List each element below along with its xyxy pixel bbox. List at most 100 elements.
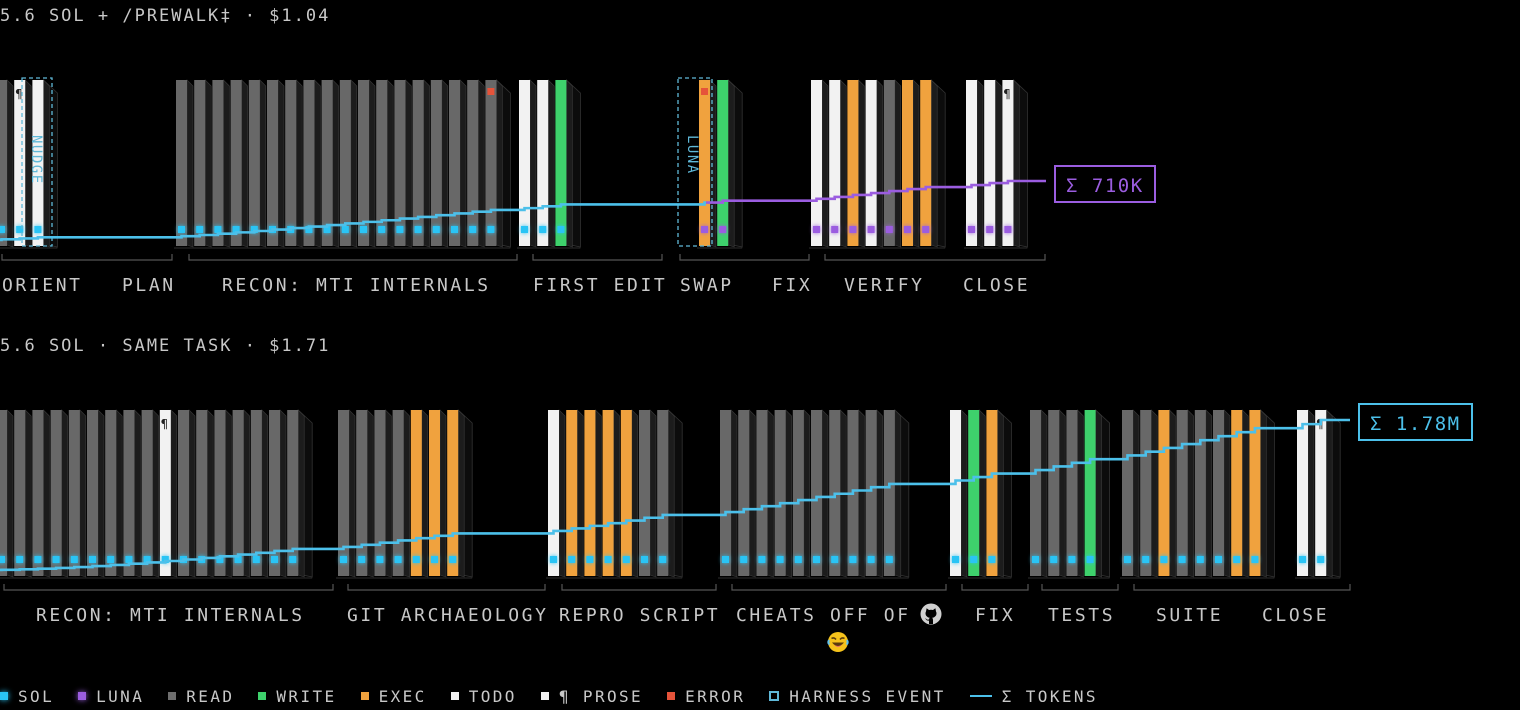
agent-dot-sol: [34, 226, 42, 233]
prose-mark: ¶: [15, 87, 22, 101]
agent-dot-sol: [550, 556, 557, 563]
tool-call-bar-side: [386, 79, 394, 248]
tool-call-bar-side: [295, 79, 303, 248]
tool-call-bar-side: [314, 79, 321, 248]
tool-call-bar-side: [97, 409, 105, 578]
tool-call-bar-side: [297, 409, 305, 578]
legend-label: EXEC: [378, 686, 427, 706]
tool-call-bar-read: [214, 410, 226, 576]
tool-call-bar-read: [1140, 410, 1152, 576]
harness-event-label: LUNA: [684, 135, 700, 175]
legend-label: Σ TOKENS: [1001, 686, 1098, 706]
tool-call-bar-side: [6, 409, 14, 578]
tool-call-bar-side: [727, 79, 735, 248]
agent-dot-luna: [813, 226, 820, 233]
tool-call-bar-read: [720, 410, 731, 576]
run-1-title: 5.6 SOL + /PREWALK‡ · $1.04: [0, 6, 331, 26]
tool-call-bar-read: [232, 410, 244, 576]
tool-call-bar-exec: [902, 80, 913, 246]
tool-call-bar-side: [1169, 409, 1176, 578]
legend-swatch-write: [258, 692, 267, 700]
tool-call-bar-read: [811, 410, 822, 576]
phase-bracket: [679, 254, 810, 261]
agent-dot-sol: [604, 556, 612, 563]
agent-dot-luna: [719, 226, 727, 233]
agent-dot-sol: [487, 226, 495, 233]
tool-call-bar-side: [649, 409, 657, 578]
tool-call-bar-side: [241, 79, 248, 248]
tool-call-bar-read: [338, 410, 349, 576]
tool-call-bar-todo: [984, 80, 996, 246]
tool-call-bar-side: [366, 409, 374, 578]
tool-call-bar-read: [865, 410, 877, 576]
tool-call-bar-side: [748, 409, 756, 578]
tool-call-bar-exec: [1158, 410, 1170, 576]
tool-call-bar-read: [376, 80, 388, 246]
tool-call-bar-read: [356, 410, 368, 576]
agent-dot-sol: [1178, 556, 1186, 563]
run-2-phase-label: GIT ARCHAEOLOGY: [347, 605, 549, 626]
agent-dot-sol: [358, 556, 366, 563]
tool-call-bar-side: [477, 79, 485, 248]
agent-dot-sol: [196, 226, 204, 233]
tool-call-bar-side: [839, 79, 847, 248]
prose-mark: ¶: [1003, 87, 1010, 101]
phase-bracket: [188, 254, 518, 261]
tool-call-bar-exec: [1231, 410, 1243, 576]
tool-call-bar-read: [430, 80, 442, 246]
tool-call-bar-read: [32, 410, 44, 576]
harness-event-box: [21, 77, 53, 247]
tool-call-bar-read: [485, 80, 497, 246]
run-2-phase-label: SUITE: [1156, 605, 1224, 626]
tool-call-bar-side: [529, 79, 537, 248]
phase-bracket: [1133, 584, 1351, 591]
tool-call-bar-side: [225, 409, 232, 578]
tool-call-bar-read: [50, 410, 62, 576]
tool-call-bar-side: [332, 79, 339, 248]
agent-dot-sol: [125, 556, 133, 563]
tool-call-bar-write: [555, 80, 567, 246]
tool-call-bar-side: [876, 409, 883, 578]
tool-call-bar-read: [87, 410, 98, 576]
tool-call-bar-exec: [602, 410, 614, 576]
tool-call-bar-read: [774, 410, 786, 576]
agent-dot-luna: [904, 226, 911, 233]
tool-call-bar-side: [1095, 409, 1102, 578]
tool-call-bar-read: [194, 80, 206, 246]
tool-call-bar-read: [0, 80, 7, 246]
tool-call-bar-side: [1150, 409, 1158, 578]
tool-call-bar-side: [997, 409, 1004, 578]
tool-call-bar-side: [1132, 409, 1140, 578]
agent-dot-sol: [305, 226, 313, 233]
tool-call-bar-side: [821, 409, 829, 578]
tool-call-bar-side: [1058, 409, 1066, 578]
tool-call-bar-side: [459, 79, 467, 248]
run-1-phase-label: FIRST EDIT: [533, 275, 668, 296]
agent-dot-sol: [1160, 556, 1168, 563]
tool-call-bar-exec: [699, 80, 710, 246]
legend-item-tokens: Σ TOKENS: [964, 687, 1098, 706]
agent-dot-sol: [70, 556, 78, 563]
tool-call-bar-todo: [519, 80, 530, 246]
agent-dot-sol: [1215, 556, 1222, 563]
tool-call-bar-side: [1013, 79, 1020, 248]
legend-item-todo: TODO: [445, 687, 517, 706]
tool-call-bar-read: [196, 410, 208, 576]
tool-call-bar-todo: [548, 410, 559, 576]
run-1-phase-label: CLOSE: [963, 275, 1031, 296]
phase-bracket: [961, 584, 1029, 591]
cumulative-tokens-line: [0, 418, 1350, 572]
run-2-phase-label: CHEATS OFF OF: [736, 605, 911, 626]
tool-call-bar-read: [176, 80, 187, 246]
agent-dot-sol: [449, 556, 457, 563]
chart-legend: SOL LUNA READ WRITE EXEC TODO ¶ PROSE ERROR HARN…: [0, 685, 1116, 707]
tool-call-bar-side: [595, 409, 602, 578]
phase-bracket: [347, 584, 546, 591]
tool-call-bar-side: [785, 409, 792, 578]
tool-call-bar-exec: [410, 410, 422, 576]
tool-call-bar-read: [1048, 410, 1060, 576]
tool-call-bar-side: [439, 409, 447, 578]
tool-call-bar-side: [930, 79, 938, 248]
tool-call-bar-read: [105, 410, 117, 576]
legend-label: SOL: [18, 686, 55, 706]
